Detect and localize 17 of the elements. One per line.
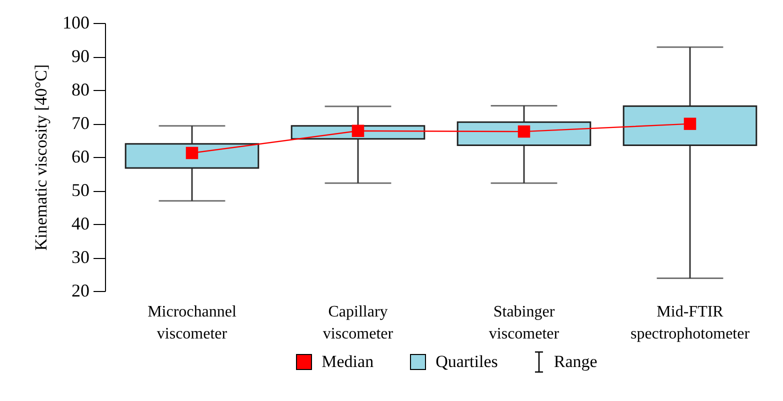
y-tick-label: 40 [72,214,90,234]
y-tick-label: 50 [72,180,90,200]
x-tick-label: Capillary viscometer [322,304,394,342]
legend-label: Median [322,352,374,372]
y-tick-label: 60 [72,146,90,166]
y-tick-label: 90 [72,46,90,66]
x-tick-label: Mid-FTIR spectrophotometer [630,304,750,342]
legend-label: Quartiles [436,352,498,372]
x-tick-label: Microchannel viscometer [148,304,237,342]
y-tick-label: 100 [62,12,90,32]
y-tick-label: 80 [72,80,90,100]
y-axis-title: Kinematic viscosity [40°C] [32,64,50,251]
y-tick-label: 70 [72,113,90,133]
x-tick-label: Stabinger viscometer [488,304,560,342]
y-tick-label: 20 [72,280,90,300]
y-tick-label: 30 [72,247,90,267]
text: Range [554,352,598,372]
